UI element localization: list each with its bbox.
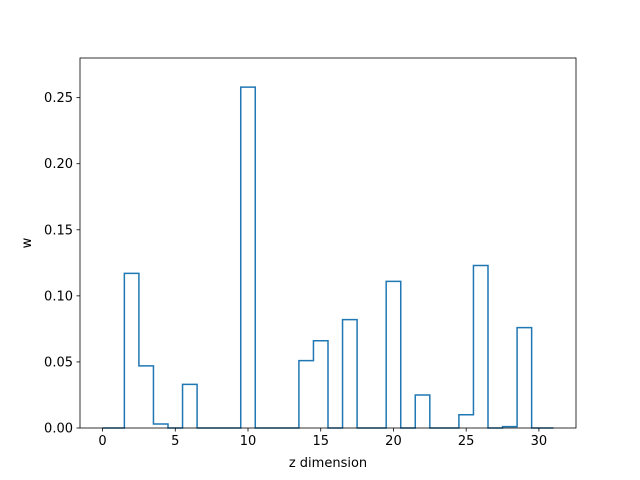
y-axis-label: w	[20, 237, 35, 248]
y-tick-label: 0.15	[44, 223, 73, 238]
x-tick-label: 15	[312, 434, 329, 449]
x-tick-label: 10	[240, 434, 257, 449]
y-tick-label: 0.10	[44, 289, 73, 304]
x-tick-label: 5	[171, 434, 179, 449]
x-tick-label: 20	[385, 434, 402, 449]
plot-frame	[79, 57, 577, 429]
x-tick-label: 25	[458, 434, 475, 449]
ticks-layer: 0 5 10 15 20 25 30 0.00 0.05 0.10 0.15 0.20 0.25	[44, 91, 547, 449]
x-axis-label: z dimension	[289, 456, 367, 471]
y-tick-label: 0.20	[44, 157, 73, 172]
y-tick-label: 0.25	[44, 91, 73, 106]
y-tick-label: 0.05	[44, 355, 73, 370]
y-tick-label: 0.00	[44, 422, 73, 437]
x-tick-label: 30	[531, 434, 548, 449]
x-tick-label: 0	[98, 434, 106, 449]
